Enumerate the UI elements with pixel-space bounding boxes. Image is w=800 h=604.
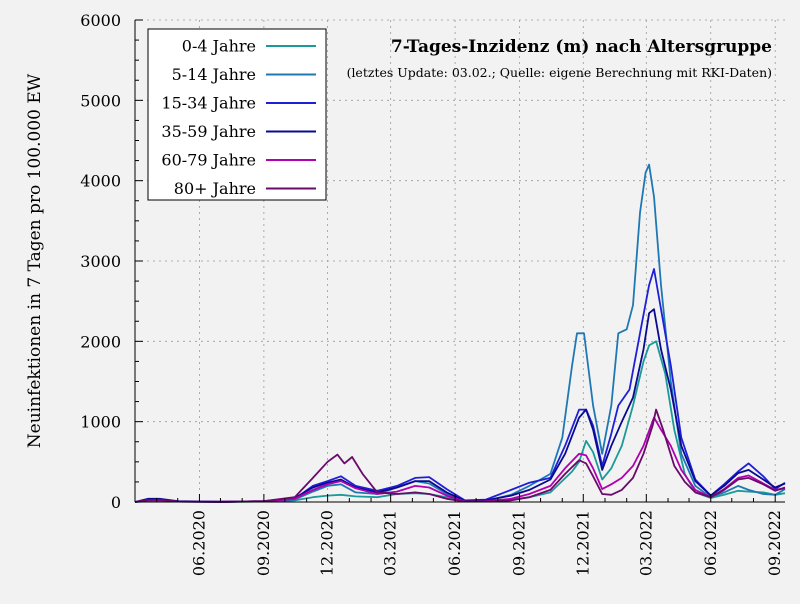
chart-subtitle: (letztes Update: 03.02.; Quelle: eigene …: [347, 65, 772, 80]
legend: 0-4 Jahre 5-14 Jahre 15-34 Jahre 35-59 Jahr…: [147, 28, 327, 201]
chart-title: 7-Tages-Inzidenz (m) nach Altersgruppe: [391, 37, 772, 57]
legend-label: 5-14 Jahre: [172, 65, 256, 84]
legend-label: 0-4 Jahre: [182, 37, 256, 56]
grid: [135, 19, 785, 502]
x-ticks: 06.2020 09.2020 12.2020 03.2021 06.2021 09.20…: [134, 494, 784, 576]
y-tick-label: 5000: [80, 91, 121, 110]
y-tick-label: 4000: [80, 172, 121, 191]
series-line-3: [134, 308, 786, 503]
y-ticks: 0 1000 2000 3000 4000 5000 6000: [80, 11, 143, 512]
y-tick-label: 1000: [80, 413, 121, 432]
y-tick-label: 2000: [80, 332, 121, 351]
x-tick-label: 03.2022: [636, 510, 655, 576]
legend-label: 80+ Jahre: [174, 179, 256, 198]
series-lines: [134, 163, 786, 503]
x-tick-label: 06.2020: [189, 510, 208, 576]
x-tick-label: 06.2022: [701, 510, 720, 576]
legend-label: 35-59 Jahre: [161, 122, 256, 141]
x-tick-label: 06.2021: [445, 510, 464, 576]
x-tick-label: 09.2021: [510, 510, 529, 576]
x-tick-label: 12.2021: [573, 510, 592, 576]
y-axis-label: Neuinfektionen in 7 Tagen pro 100.000 EW: [25, 73, 45, 448]
x-tick-label: 12.2020: [318, 510, 337, 576]
legend-box: [147, 28, 327, 201]
legend-label: 15-34 Jahre: [161, 94, 256, 113]
x-tick-label: 03.2021: [381, 510, 400, 576]
x-tick-label: 09.2020: [254, 510, 273, 576]
series-line-4: [134, 416, 786, 503]
legend-label: 60-79 Jahre: [161, 151, 256, 170]
series-line-1: [134, 163, 786, 503]
y-tick-label: 6000: [80, 11, 121, 30]
series-line-5: [134, 408, 786, 503]
y-tick-label: 0: [111, 493, 121, 512]
y-tick-label: 3000: [80, 252, 121, 271]
x-tick-label: 09.2022: [765, 510, 784, 576]
